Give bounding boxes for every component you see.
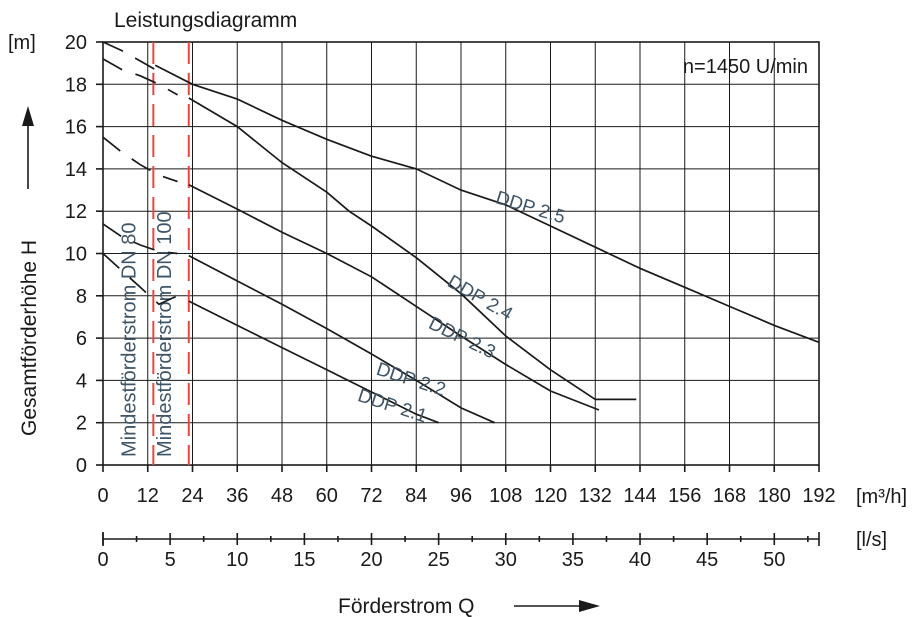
axes: 0 12 24 36 48 60 72 84 96 108 120 132 144 156 168 180 19… — [65, 32, 836, 571]
y-tick-label: 16 — [65, 117, 87, 139]
x2-tick-label: 20 — [360, 549, 382, 571]
y-tick-label: 8 — [76, 286, 87, 308]
x2-tick-label: 50 — [763, 549, 785, 571]
grid — [103, 42, 819, 465]
pump-curve — [188, 97, 637, 401]
min-flow-limits: Mindestförderstrom DN 80 Mindestförderstr… — [118, 42, 190, 465]
x-tick-label: 48 — [271, 485, 293, 507]
y-axis-label: Gesamtförderhöhe H — [18, 240, 41, 436]
x2-axis-unit: [l/s] — [856, 529, 887, 551]
x-tick-label: 108 — [489, 485, 522, 507]
y-tick-label: 20 — [65, 32, 87, 54]
x2-tick-label: 15 — [293, 549, 315, 571]
chart-title: Leistungsdiagramm — [114, 9, 297, 32]
curve-extrapolated — [102, 41, 160, 73]
y-tick-label: 12 — [65, 201, 87, 223]
x2-tick-label: 0 — [97, 549, 108, 571]
pump-curve — [188, 184, 600, 411]
min-flow-label: Mindestförderstrom DN 80 — [118, 222, 140, 457]
curve-extrapolated — [102, 223, 178, 255]
x-axis-label: Förderstrom Q — [338, 595, 475, 617]
curve-extrapolated — [102, 136, 178, 183]
x-tick-label: 120 — [534, 485, 567, 507]
curve-extrapolated — [102, 58, 179, 96]
y-tick-label: 6 — [76, 328, 87, 350]
x2-tick-label: 25 — [428, 549, 450, 571]
y-tick-label: 2 — [76, 413, 87, 435]
speed-annotation: n=1450 U/min — [683, 56, 808, 78]
y-axis-arrow-icon — [22, 106, 34, 189]
pump-curve — [188, 254, 495, 424]
y-tick-label: 4 — [76, 370, 87, 392]
y-axis-unit: [m] — [8, 32, 36, 54]
x-tick-label: 132 — [579, 485, 612, 507]
curve-extrapolated — [102, 252, 178, 306]
curve-label: DDP 2.5 — [493, 187, 567, 228]
y-tick-label: 0 — [76, 455, 87, 477]
y-tick-label: 10 — [65, 244, 87, 266]
x-tick-label: 156 — [668, 485, 701, 507]
x2-tick-label: 5 — [165, 549, 176, 571]
x-tick-label: 72 — [360, 485, 382, 507]
x-axis-arrow-icon — [514, 600, 600, 612]
x2-tick-label: 30 — [495, 549, 517, 571]
min-flow-label: Mindestförderstrom DN 100 — [154, 211, 176, 457]
x2-tick-label: 35 — [562, 549, 584, 571]
x-tick-label: 168 — [713, 485, 746, 507]
x-tick-label: 96 — [450, 485, 472, 507]
y-tick-label: 18 — [65, 74, 87, 96]
x-tick-label: 60 — [316, 485, 338, 507]
x-tick-label: 0 — [97, 485, 108, 507]
x2-tick-label: 45 — [696, 549, 718, 571]
x-axis-unit: [m³/h] — [856, 486, 907, 508]
y-tick-label: 14 — [65, 159, 87, 181]
x-tick-label: 12 — [137, 485, 159, 507]
x2-tick-label: 40 — [629, 549, 651, 571]
x-tick-label: 180 — [758, 485, 791, 507]
x-tick-label: 36 — [226, 485, 248, 507]
pump-curve — [154, 64, 820, 344]
x-tick-label: 84 — [405, 485, 427, 507]
x-tick-label: 192 — [802, 485, 835, 507]
x-tick-label: 144 — [623, 485, 656, 507]
x2-tick-label: 10 — [226, 549, 248, 571]
x-tick-label: 24 — [181, 485, 203, 507]
pump-curve — [188, 300, 439, 424]
